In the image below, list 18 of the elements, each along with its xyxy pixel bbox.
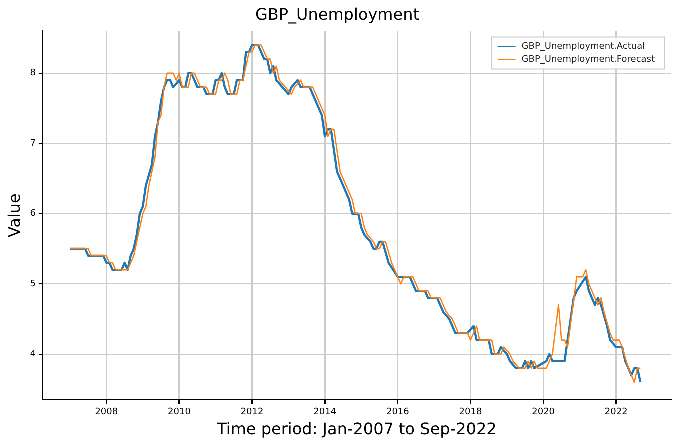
y-tick-label: 7 [30,138,36,149]
x-axis-title: Time period: Jan-2007 to Sep-2022 [216,420,497,439]
x-tick-label: 2022 [604,408,628,418]
x-tick-label: 2018 [459,408,482,418]
x-tick-label: 2010 [168,408,192,418]
y-tick-label: 4 [30,350,36,360]
x-tick-label: 2016 [386,408,410,418]
x-tick-label: 2012 [240,408,264,418]
y-axis-title: Value [4,194,24,238]
y-tick-label: 5 [30,279,36,290]
x-tick-label: 2014 [314,408,337,418]
x-tick-label: 2020 [532,408,556,418]
legend-label: GBP_Unemployment.Forecast [522,55,656,66]
y-tick-label: 6 [30,209,36,220]
y-tick-label: 8 [30,68,36,79]
legend-label: GBP_Unemployment.Actual [522,42,646,52]
chart-title: GBP_Unemployment [255,4,420,24]
x-tick-label: 2008 [95,408,118,418]
